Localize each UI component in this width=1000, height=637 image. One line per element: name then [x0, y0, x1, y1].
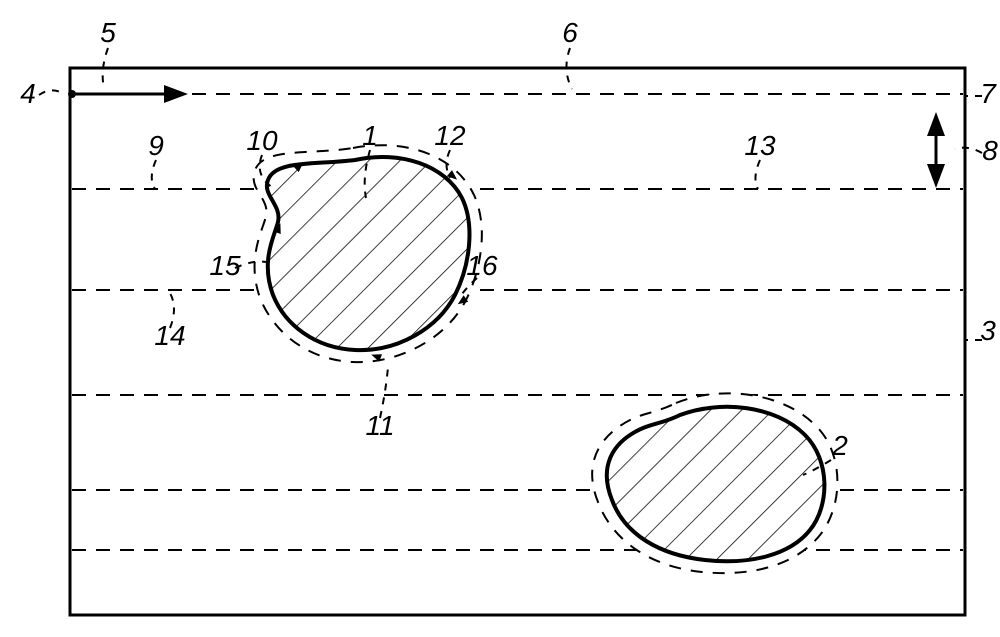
label-15: 15: [209, 250, 241, 281]
diagram-canvas: 12345678910111213141516: [0, 0, 1000, 637]
label-11: 11: [365, 410, 394, 441]
outer-frame: [70, 68, 965, 615]
label-4: 4: [20, 78, 36, 109]
label-6: 6: [562, 17, 578, 48]
label-14: 14: [154, 320, 185, 351]
lead-4: [39, 90, 63, 95]
label-13: 13: [744, 130, 776, 161]
obstacle-2-body: [607, 407, 825, 561]
label-16: 16: [466, 250, 498, 281]
label-2: 2: [831, 430, 848, 461]
label-5: 5: [100, 17, 116, 48]
label-10: 10: [246, 125, 278, 156]
label-3: 3: [980, 315, 996, 346]
label-7: 7: [980, 78, 997, 109]
label-12: 12: [434, 120, 466, 151]
label-9: 9: [148, 130, 164, 161]
label-1: 1: [362, 120, 378, 151]
label-8: 8: [982, 135, 998, 166]
